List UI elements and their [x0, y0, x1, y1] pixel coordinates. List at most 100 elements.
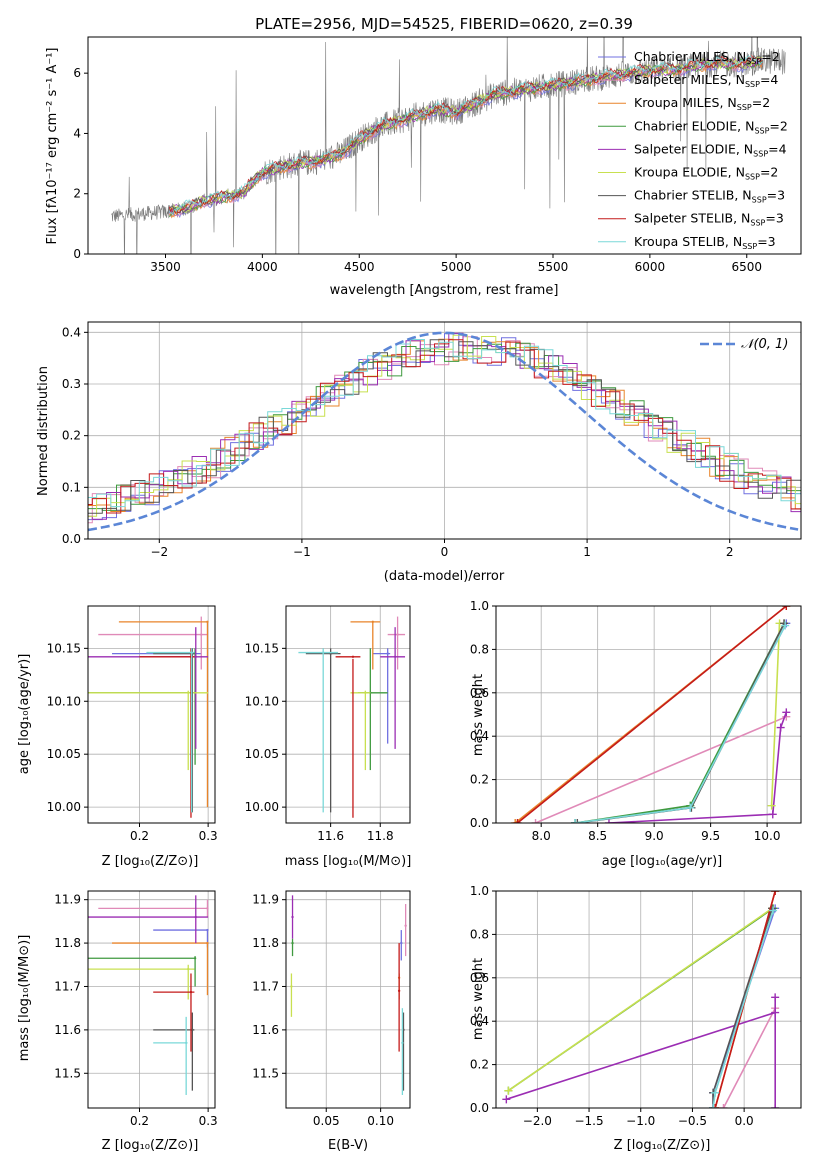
histogram-kroupa_elodie: [88, 334, 801, 517]
point-salpeter_miles: [206, 907, 209, 910]
weight-marker-salpeter_miles: [531, 819, 540, 823]
mw-age-ylabel: mass weight: [471, 674, 486, 756]
point-salpeter_stelib: [189, 990, 193, 994]
weight-marker-kroupa_elodie: [504, 1086, 513, 1095]
point-kroupa_miles: [206, 941, 209, 945]
weight-marker-kroupa_elodie: [767, 801, 776, 810]
weight-line-salpeter_miles: [722, 1007, 776, 1108]
x-tick-label: 10.0: [754, 829, 781, 843]
y-tick-label: 11.7: [252, 979, 279, 993]
point-kroupa_stelib: [322, 651, 325, 654]
plot-area: [111, 37, 786, 254]
x-tick-label: 9.5: [701, 829, 720, 843]
legend-label-salpeter_miles: Salpeter MILES, NSSP=4: [634, 72, 778, 89]
axes-frame: [285, 890, 411, 1109]
weight-marker-salpeter_elodie: [776, 723, 785, 732]
weight-line-salpeter_miles: [535, 715, 787, 823]
y-tick-label: 11.7: [54, 979, 81, 993]
x-tick-label: 0: [441, 545, 449, 559]
point-kroupa_miles: [371, 620, 374, 624]
x-tick-label: 4000: [247, 260, 278, 274]
weight-marker-salpeter_elodie: [768, 810, 777, 819]
histogram-chabrier_stelib: [88, 339, 801, 514]
mw-z-ylabel: mass weight: [471, 958, 486, 1040]
plot-area: [511, 606, 791, 823]
y-tick-label: 0.2: [470, 1058, 489, 1072]
mass-vs-z-panel: 0.2 0.3 11.5 11.6 11.7 11.8 11.9: [54, 890, 218, 1128]
model-spectrum-chabrier_miles: [169, 57, 763, 219]
weight-marker-salpeter_stelib: [711, 1104, 720, 1108]
x-tick-label: 5000: [441, 260, 472, 274]
spectrum-panel: 3500 4000 4500 5000 5500 6000 6500 0 2 4 6 Chabrier…: [73, 36, 802, 274]
weight-marker-salpeter_stelib: [513, 819, 522, 823]
plot-area: [88, 895, 209, 1095]
weight-marker-salpeter_stelib: [782, 606, 791, 610]
mass-vs-ebv-panel: 0.05 0.10 11.5 11.6 11.7 11.8 11.9: [252, 890, 411, 1128]
weight-marker-kroupa_stelib: [571, 819, 580, 823]
point-kroupa_elodie: [187, 691, 190, 694]
x-tick-label: 0.05: [313, 1114, 340, 1128]
y-tick-label: 10.05: [47, 747, 81, 761]
mass-ebv-xlabel: E(B-V): [328, 1138, 368, 1153]
point-kroupa_elodie: [187, 967, 190, 971]
residuals-xlabel: (data-model)/error: [384, 569, 505, 584]
spectrum-xlabel: wavelength [Angstrom, rest frame]: [330, 283, 559, 298]
x-tick-label: −1.0: [626, 1114, 655, 1128]
y-tick-label: 10.15: [47, 641, 81, 655]
y-tick-label: 1.0: [470, 884, 489, 898]
y-tick-label: 10.05: [245, 747, 279, 761]
x-tick-label: 0.0: [735, 1114, 754, 1128]
plot-area: [290, 895, 407, 1095]
weight-line-salpeter_elodie: [506, 997, 776, 1108]
point-chabrier_elodie: [193, 957, 197, 960]
residuals-ylabel: Normed distribution: [36, 366, 51, 496]
mass-weight-vs-age-panel: 8.0 8.5 9.0 9.5 10.0 0.0 0.2 0.4 0.6 0.8 1.0: [470, 599, 802, 843]
weight-marker-chabrier_stelib: [573, 819, 582, 823]
age-z-ylabel: age [log₁₀(age/yr)]: [17, 654, 32, 775]
residuals-panel: −2 −1 0 1 2 0.0 0.1 0.2 0.3 0.4 𝒩(0, 1): [62, 321, 802, 559]
x-tick-label: 4500: [344, 260, 375, 274]
weight-marker-salpeter_elodie: [771, 1008, 780, 1017]
plot-area: [502, 891, 780, 1108]
y-tick-label: 0.2: [62, 429, 81, 443]
plot-area: [88, 331, 801, 532]
mass-weight-vs-z-panel: −2.0 −1.5 −1.0 −0.5 0.0 0.0 0.2 0.4 0.6 0.8 1.0: [470, 884, 802, 1128]
point-chabrier_miles: [206, 928, 209, 932]
x-tick-label: 0.2: [130, 829, 149, 843]
point-salpeter_elodie: [194, 655, 197, 659]
point-chabrier_elodie: [291, 941, 294, 945]
x-tick-label: 3500: [150, 260, 181, 274]
y-tick-label: 0.8: [470, 642, 489, 656]
histogram-salpeter_miles: [88, 336, 801, 524]
mw-z-xlabel: Z [log₁₀(Z/Z⊙)]: [614, 1138, 711, 1153]
weight-marker-salpeter_elodie: [502, 1095, 511, 1104]
point-chabrier_miles: [386, 652, 389, 655]
legend-label-chabrier_stelib: Chabrier STELIB, NSSP=3: [634, 188, 785, 205]
histogram-kroupa_miles: [88, 338, 801, 512]
weight-marker-kroupa_stelib: [711, 1088, 720, 1097]
weight-marker-salpeter_elodie: [782, 708, 791, 717]
y-tick-label: 0.8: [470, 927, 489, 941]
weight-marker-salpeter_elodie: [771, 993, 780, 1002]
x-tick-label: 2: [726, 545, 734, 559]
weight-line-kroupa_elodie: [507, 907, 773, 1092]
histogram-kroupa_stelib: [88, 339, 801, 508]
y-tick-label: 0.2: [470, 773, 489, 787]
y-tick-label: 0: [73, 247, 81, 261]
weight-line-salpeter_stelib: [516, 606, 787, 823]
point-salpeter_stelib: [351, 655, 355, 659]
y-tick-label: 0.0: [470, 816, 489, 830]
point-salpeter_elodie: [393, 655, 397, 659]
point-kroupa_elodie: [290, 985, 293, 988]
x-tick-label: −1: [293, 545, 311, 559]
point-kroupa_stelib: [190, 651, 193, 654]
point-chabrier_miles: [400, 941, 403, 945]
axes-frame: [87, 890, 216, 1109]
x-tick-label: 0.3: [199, 829, 218, 843]
axes-frame: [495, 605, 802, 824]
x-tick-label: 9.0: [645, 829, 664, 843]
x-tick-label: 1: [583, 545, 591, 559]
axes-frame: [87, 605, 216, 824]
y-tick-label: 10.15: [245, 641, 279, 655]
mass-z-xlabel: Z [log₁₀(Z/Z⊙)]: [102, 1138, 199, 1153]
